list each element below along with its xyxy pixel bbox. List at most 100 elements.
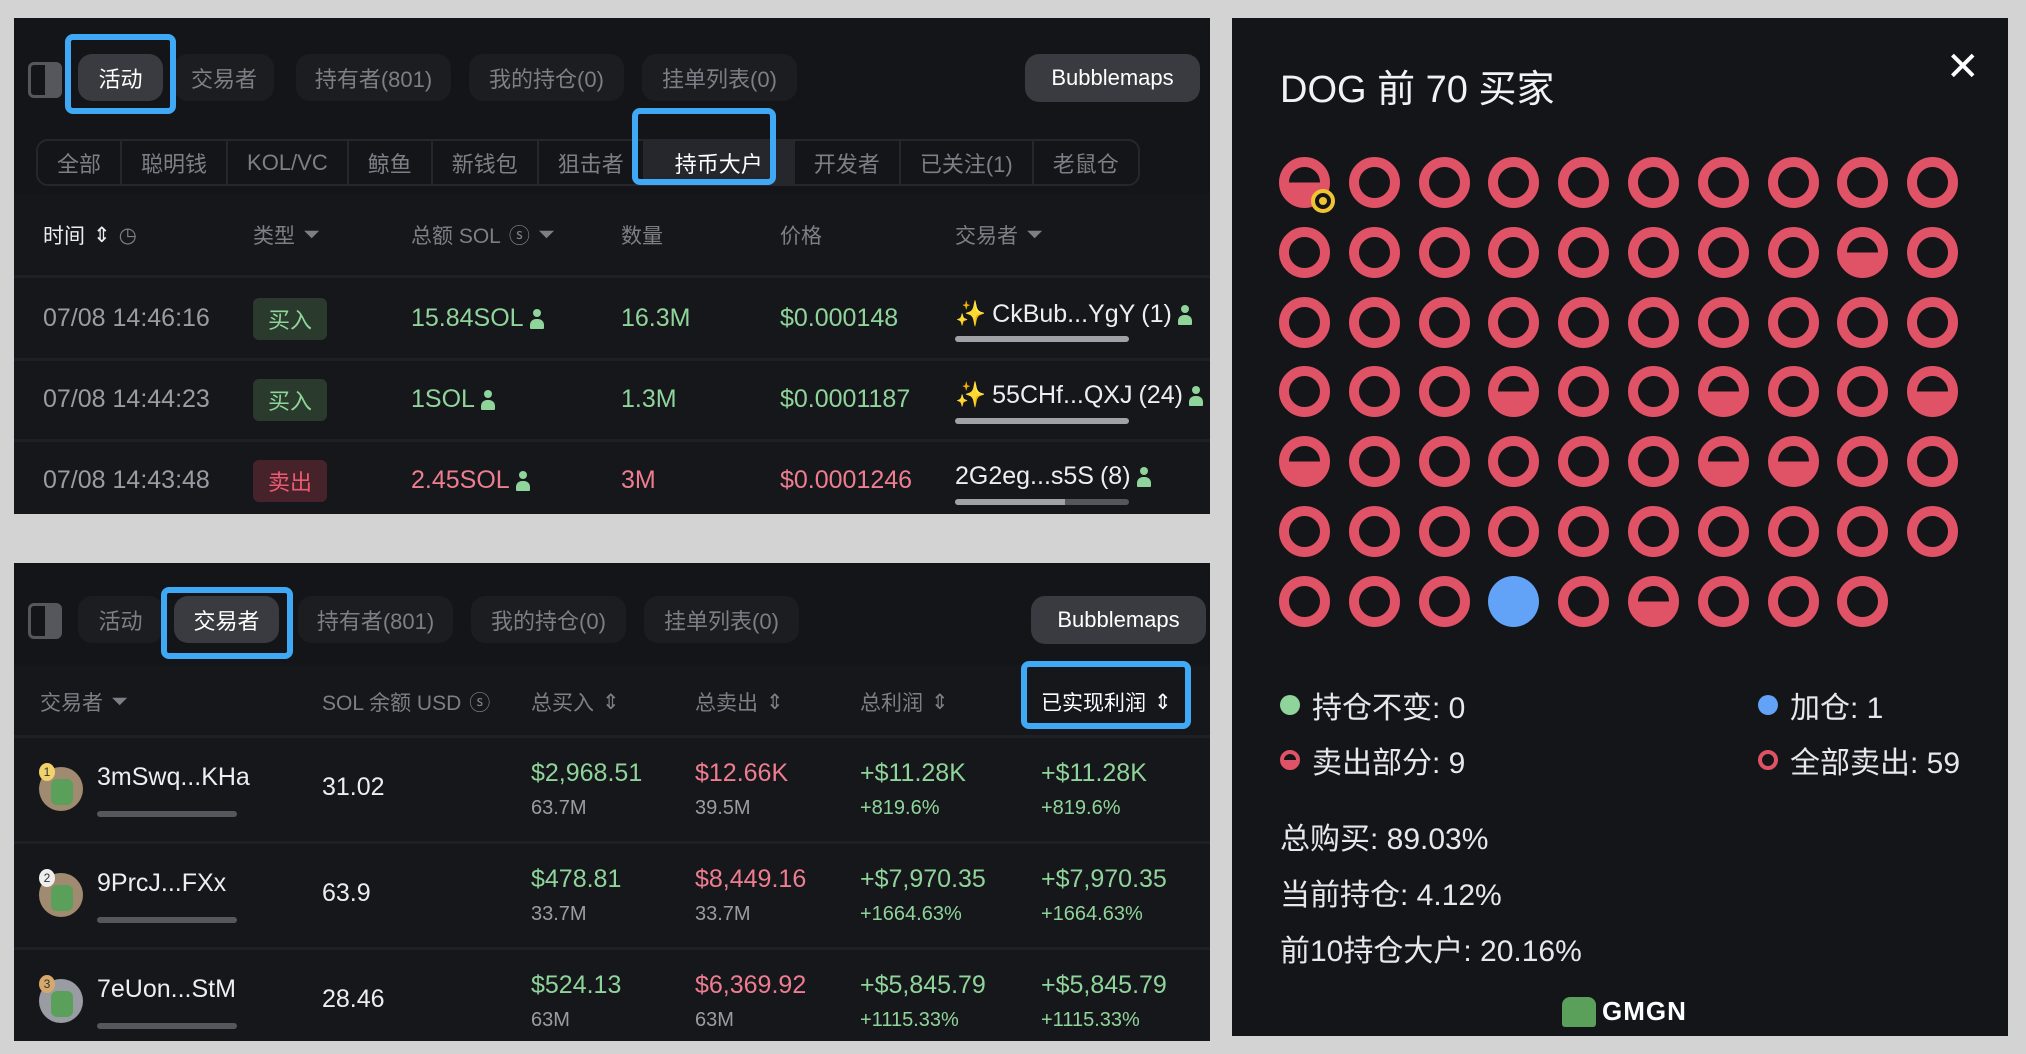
buyer-dot-sold[interactable] (1418, 575, 1470, 627)
buyer-dot-sold[interactable] (1279, 506, 1330, 557)
buyer-dot-sold[interactable] (1697, 296, 1749, 348)
buyer-dot-sold[interactable] (1907, 226, 1959, 278)
buyer-dot-sold[interactable] (1488, 296, 1540, 348)
buyer-dot-sold[interactable] (1348, 296, 1400, 348)
filter-developer[interactable]: 开发者 (795, 141, 901, 184)
filter-kol-vc[interactable]: KOL/VC (228, 141, 349, 184)
buyer-dot-sold[interactable] (1628, 296, 1679, 348)
tab-orders[interactable]: 挂单列表(0) (642, 54, 797, 101)
tab-my-position[interactable]: 我的持仓(0) (471, 596, 626, 643)
filter-icon[interactable]: ⏷ (537, 223, 555, 246)
buyer-dot-sold[interactable] (1767, 575, 1819, 627)
buyer-dot-sold[interactable] (1907, 296, 1959, 348)
trader-name[interactable]: 3mSwq...KHa (97, 763, 250, 791)
tab-holders[interactable]: 持有者(801) (296, 54, 451, 101)
usd-toggle-icon[interactable]: ⓢ (469, 692, 491, 715)
filter-icon[interactable]: ⏷ (303, 223, 320, 246)
trader-name[interactable]: 9PrcJ...FXx (97, 869, 227, 897)
buyer-dot-partial[interactable] (1697, 366, 1749, 418)
usd-toggle-icon[interactable]: ⓢ (508, 225, 530, 248)
buyer-dot-sold[interactable] (1348, 506, 1400, 557)
buyer-dot-sold[interactable] (1837, 366, 1889, 418)
tab-orders[interactable]: 挂单列表(0) (644, 596, 799, 643)
buyer-dot-sold[interactable] (1558, 575, 1610, 627)
trader-link[interactable]: ✨ 55CHf...QXJ (24) (955, 381, 1203, 410)
buyer-dot-sold[interactable] (1907, 157, 1959, 208)
buyer-dot-sold[interactable] (1697, 226, 1749, 278)
buyer-dot-sold[interactable] (1837, 296, 1889, 348)
buyer-dot-sold[interactable] (1558, 226, 1610, 278)
clock-icon[interactable]: ◷ (118, 223, 137, 247)
buyer-dot-sold[interactable] (1837, 436, 1889, 488)
buyer-dot-sold[interactable] (1767, 296, 1819, 348)
buyer-dot-sold[interactable] (1558, 296, 1610, 348)
buyer-dot-partial[interactable] (1697, 436, 1749, 488)
buyer-dot-partial[interactable] (1907, 366, 1959, 418)
buyer-dot-sold[interactable] (1348, 366, 1400, 418)
buyer-dot-sold[interactable] (1418, 296, 1470, 348)
buyer-dot-sold[interactable] (1279, 226, 1330, 278)
filter-followed[interactable]: 已关注(1) (901, 141, 1034, 184)
buyer-dot-sold[interactable] (1628, 157, 1679, 208)
buyer-dot-sold[interactable] (1488, 226, 1540, 278)
buyer-dot-sold[interactable] (1279, 575, 1330, 627)
buyer-dot-sold[interactable] (1837, 157, 1889, 208)
bubblemaps-button[interactable]: Bubblemaps (1031, 596, 1206, 644)
buyer-dot-sold[interactable] (1907, 506, 1959, 557)
header-total-profit[interactable]: 总利润 ⇕ (860, 690, 949, 716)
buyer-dot-sold[interactable] (1697, 506, 1749, 557)
buyer-dot-sold[interactable] (1767, 506, 1819, 557)
buyer-dot-sold[interactable] (1628, 226, 1679, 278)
buyer-dot-sold[interactable] (1558, 506, 1610, 557)
buyer-dot-sold[interactable] (1907, 436, 1959, 488)
filter-whale[interactable]: 鲸鱼 (349, 141, 433, 184)
buyer-dot-sold[interactable] (1837, 506, 1889, 557)
buyer-dot-sold[interactable] (1418, 506, 1470, 557)
buyer-dot-sold[interactable] (1697, 157, 1749, 208)
buyer-dot-sold[interactable] (1767, 366, 1819, 418)
header-realized-profit[interactable]: 已实现利润 ⇕ (1041, 690, 1172, 716)
buyer-dot-partial[interactable] (1767, 436, 1819, 488)
tab-traders[interactable]: 交易者 (174, 54, 274, 101)
filter-all[interactable]: 全部 (38, 141, 123, 184)
buyer-dot-sold[interactable] (1767, 157, 1819, 208)
filter-top-holders[interactable]: 持币大户 (644, 141, 795, 184)
buyer-dot-sold[interactable] (1767, 226, 1819, 278)
close-icon[interactable]: ✕ (1946, 45, 1980, 89)
buyer-dot-sold[interactable] (1279, 296, 1330, 348)
buyer-dot-sold[interactable] (1348, 157, 1400, 208)
sidebar-toggle[interactable] (28, 62, 62, 98)
buyer-dot-sold[interactable] (1488, 506, 1540, 557)
filter-smart-money[interactable]: 聪明钱 (122, 141, 229, 184)
header-total-buy[interactable]: 总买入 ⇕ (531, 690, 620, 716)
buyer-dot-partial[interactable] (1628, 575, 1679, 627)
tab-activity[interactable]: 活动 (78, 596, 163, 643)
buyer-dot-sold[interactable] (1558, 157, 1610, 208)
buyer-dot-sold[interactable] (1837, 575, 1889, 627)
buyer-dot-sold[interactable] (1488, 157, 1540, 208)
buyer-dot-sold[interactable] (1558, 366, 1610, 418)
tab-my-position[interactable]: 我的持仓(0) (469, 54, 624, 101)
buyer-dot-sold[interactable] (1418, 366, 1470, 418)
buyer-dot-sold[interactable] (1558, 436, 1610, 488)
sidebar-toggle[interactable] (28, 603, 62, 639)
trader-link[interactable]: 2G2eg...s5S (8) (955, 462, 1151, 491)
buyer-dot-sold[interactable] (1348, 436, 1400, 488)
bubblemaps-button[interactable]: Bubblemaps (1025, 54, 1200, 102)
buyer-dot-sold[interactable] (1488, 436, 1540, 488)
sort-icon[interactable]: ⇕ (93, 223, 111, 247)
buyer-dot-sold[interactable] (1697, 575, 1749, 627)
header-time[interactable]: 时间 ⇕ ◷ (43, 223, 137, 249)
trader-link[interactable]: ✨ CkBub...YgY (1) (955, 300, 1192, 329)
buyer-dot-sold[interactable] (1628, 366, 1679, 418)
tab-activity[interactable]: 活动 (78, 54, 163, 101)
buyer-dot-added[interactable] (1488, 575, 1540, 627)
header-total-sell[interactable]: 总卖出 ⇕ (695, 690, 784, 716)
filter-new-wallet[interactable]: 新钱包 (433, 141, 539, 184)
buyer-dot-sold[interactable] (1628, 506, 1679, 557)
buyer-dot-sold[interactable] (1279, 366, 1330, 418)
buyer-dot-sold[interactable] (1418, 226, 1470, 278)
buyer-dot-partial[interactable] (1837, 226, 1889, 278)
tab-holders[interactable]: 持有者(801) (298, 596, 453, 643)
buyer-dot-sold[interactable] (1348, 226, 1400, 278)
